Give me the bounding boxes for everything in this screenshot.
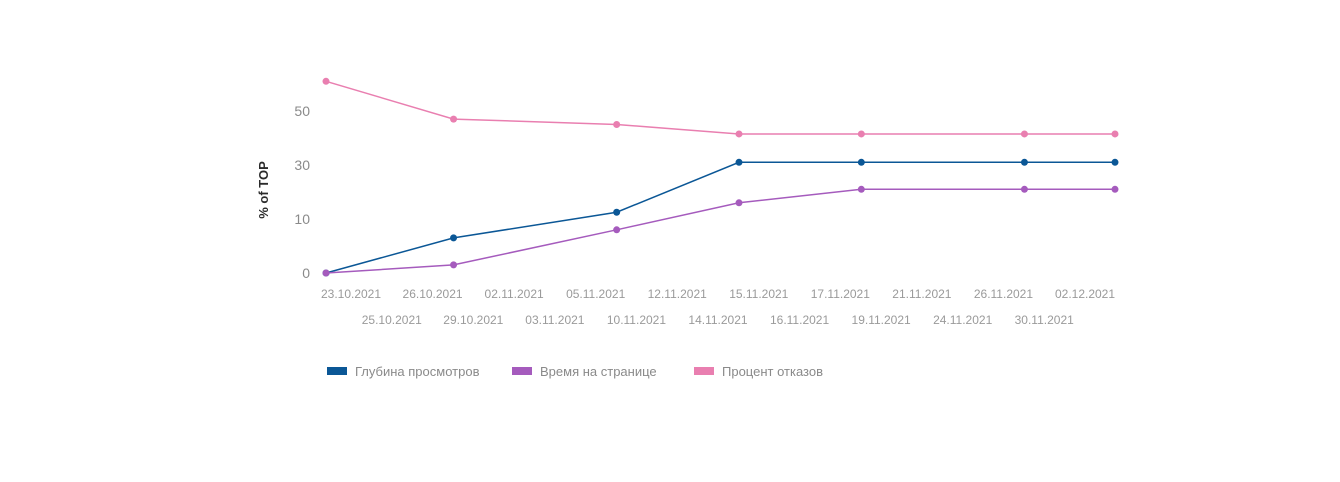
y-tick-label: 10 (294, 211, 310, 227)
data-point (1111, 158, 1119, 166)
data-point (322, 77, 330, 85)
legend-label: Глубина просмотров (355, 364, 480, 379)
x-tick-label: 03.11.2021 (525, 313, 584, 327)
series-line (325, 80, 1115, 135)
x-tick-label: 02.12.2021 (1055, 287, 1115, 301)
data-point (1020, 158, 1028, 166)
x-axis-ticks: 23.10.2021 25.10.2021 26.10.2021 29.10.2021… (321, 287, 1115, 327)
series-line (325, 161, 1115, 274)
legend-label: Время на странице (540, 364, 657, 379)
legend-swatch (327, 367, 347, 375)
x-tick-label: 30.11.2021 (1015, 313, 1074, 327)
y-axis-label: % of TOP (256, 161, 271, 219)
legend-swatch (694, 367, 714, 375)
x-tick-label: 25.10.2021 (362, 313, 422, 327)
series-lines (325, 80, 1115, 274)
legend-swatch (512, 367, 532, 375)
data-point (450, 234, 458, 242)
x-tick-label: 26.10.2021 (403, 287, 463, 301)
x-tick-label: 21.11.2021 (892, 287, 951, 301)
x-tick-label: 15.11.2021 (729, 287, 788, 301)
x-tick-label: 29.10.2021 (443, 313, 503, 327)
data-point (613, 208, 621, 216)
y-tick-label: 50 (294, 103, 310, 119)
data-point (857, 185, 865, 193)
legend-label: Процент отказов (722, 364, 823, 379)
data-point (857, 158, 865, 166)
x-tick-label: 19.11.2021 (852, 313, 911, 327)
data-point (450, 115, 458, 123)
y-tick-label: 0 (302, 265, 310, 281)
y-tick-label: 30 (294, 157, 310, 173)
x-tick-label: 10.11.2021 (607, 313, 666, 327)
data-point (857, 130, 865, 138)
data-point (613, 121, 621, 128)
series-points (322, 77, 1119, 277)
legend-item[interactable]: Глубина просмотров (327, 364, 480, 379)
x-tick-label: 24.11.2021 (933, 313, 992, 327)
x-tick-label: 26.11.2021 (974, 287, 1033, 301)
x-tick-label: 12.11.2021 (648, 287, 707, 301)
data-point (322, 269, 330, 277)
y-axis-ticks: 50 30 10 0 (294, 103, 310, 281)
x-tick-label: 17.11.2021 (811, 287, 870, 301)
data-point (735, 130, 743, 138)
data-point (450, 261, 458, 269)
data-point (613, 226, 621, 234)
data-point (735, 158, 743, 166)
y-axis-label-group: % of TOP (256, 161, 271, 219)
x-tick-label: 05.11.2021 (566, 287, 625, 301)
legend: Глубина просмотров Время на странице Проце… (327, 364, 823, 379)
data-point (1111, 130, 1119, 138)
data-point (1111, 185, 1119, 193)
x-tick-label: 16.11.2021 (770, 313, 829, 327)
series-line (325, 188, 1115, 274)
x-tick-label: 14.11.2021 (688, 313, 747, 327)
legend-item[interactable]: Процент отказов (694, 364, 823, 379)
data-point (1020, 130, 1028, 138)
data-point (1020, 185, 1028, 193)
data-point (735, 199, 743, 207)
x-tick-label: 23.10.2021 (321, 287, 381, 301)
legend-item[interactable]: Время на странице (512, 364, 657, 379)
x-tick-label: 02.11.2021 (485, 287, 544, 301)
